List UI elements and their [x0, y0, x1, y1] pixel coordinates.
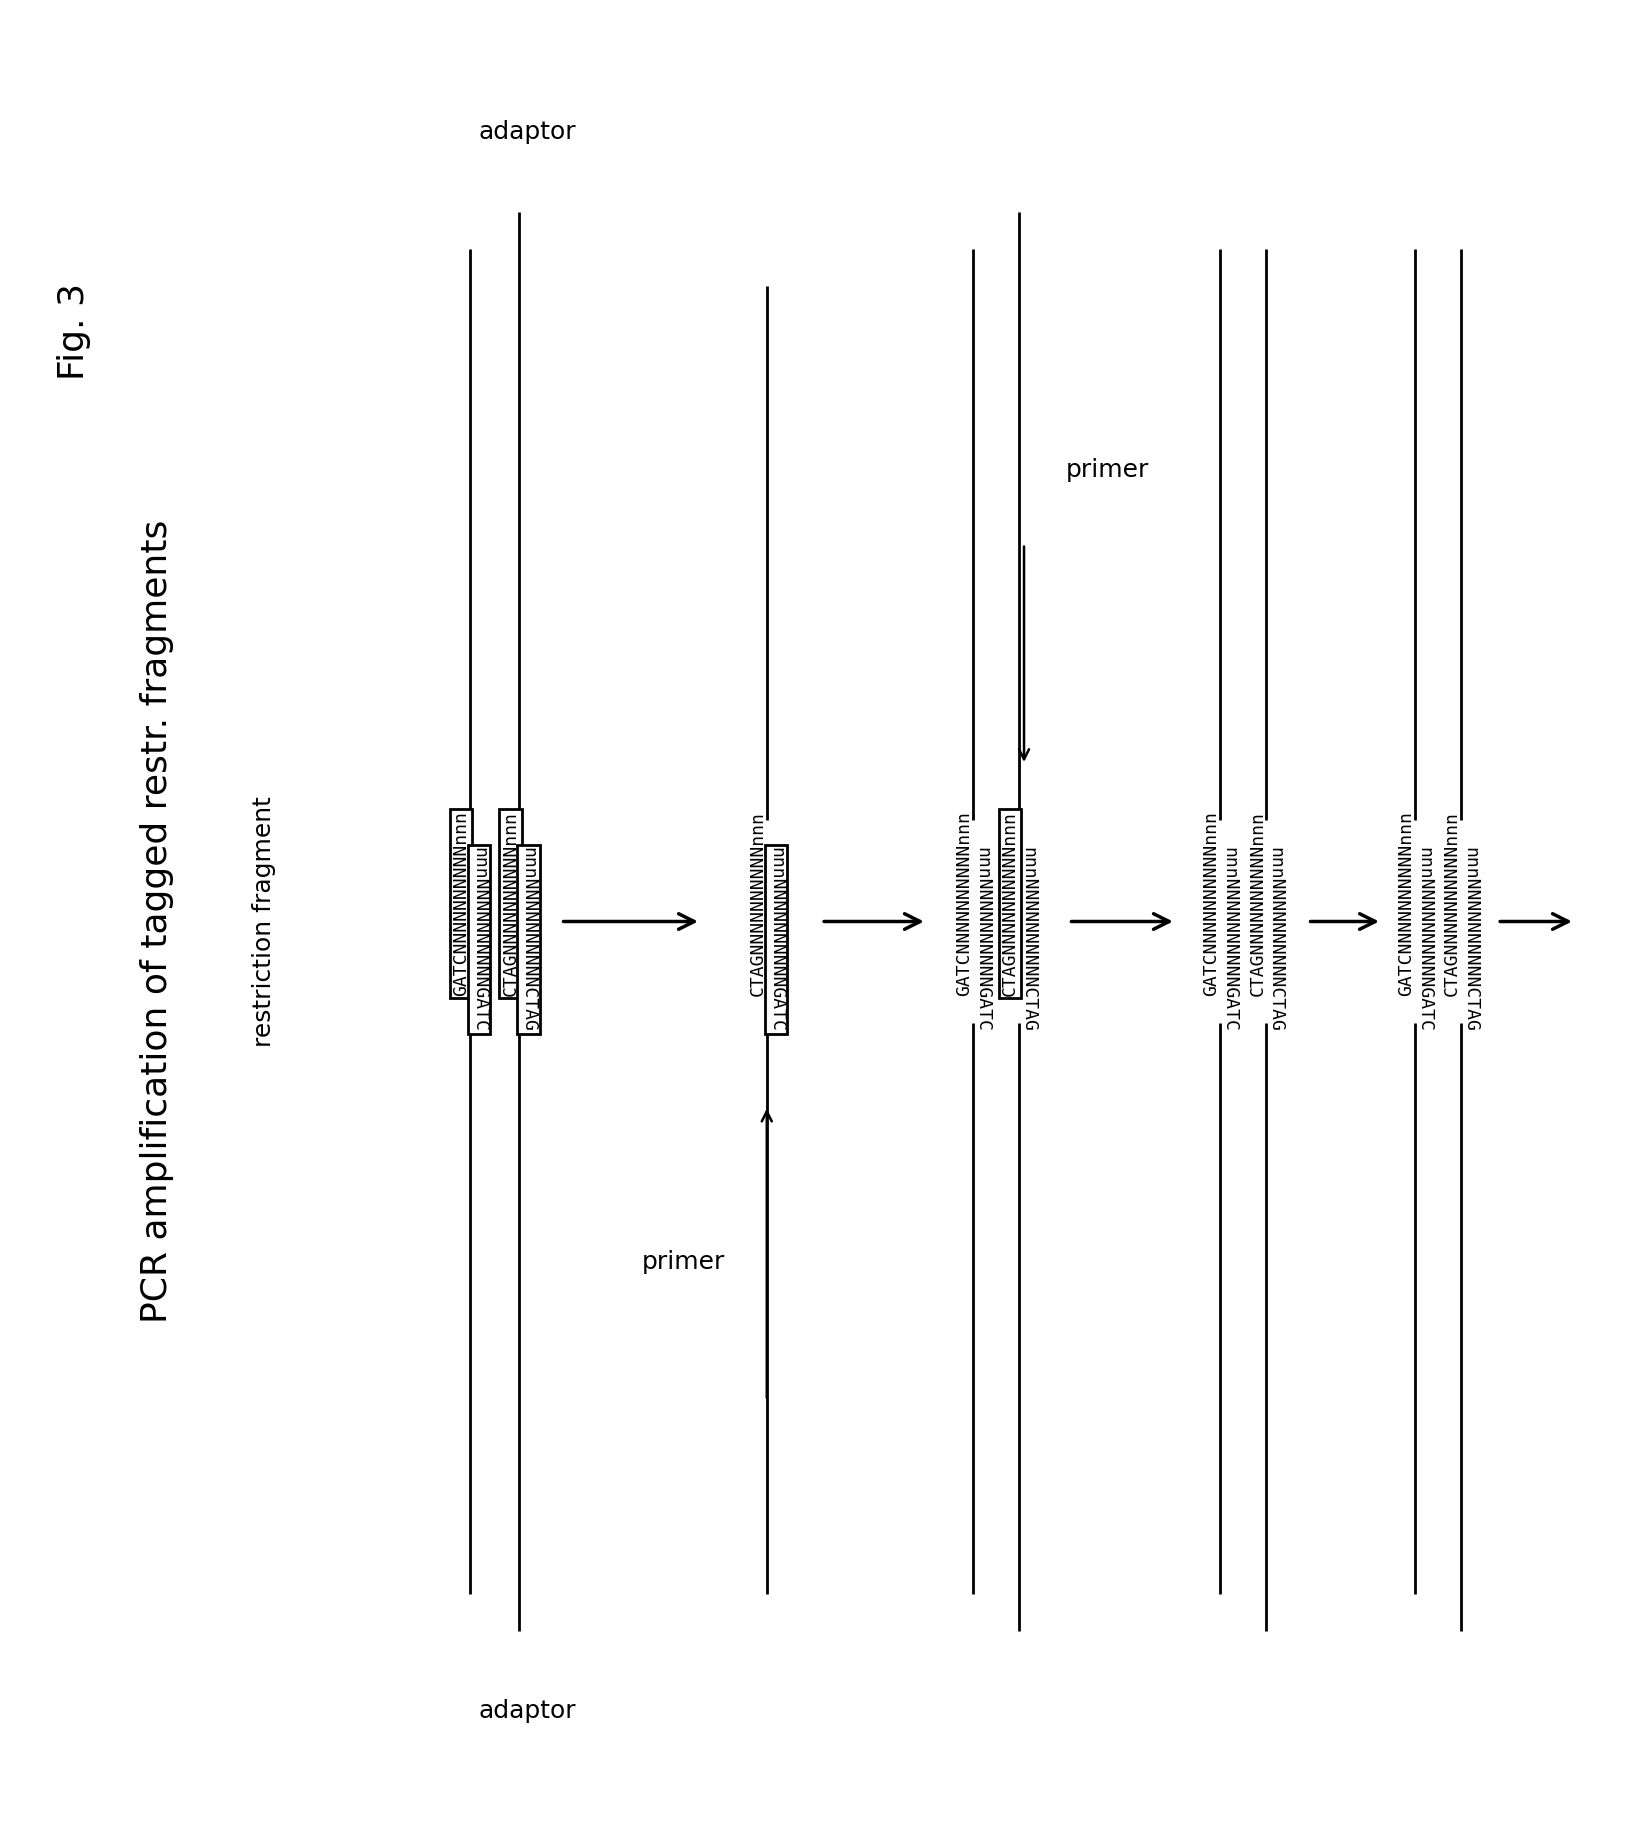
Text: nnnNNNNNNNNNNGATC: nnnNNNNNNNNNNGATC [766, 848, 784, 1032]
Text: restriction fragment: restriction fragment [252, 796, 275, 1047]
Text: CTAGNNNNNNNNNNnnn: CTAGNNNNNNNNNNnnn [748, 811, 766, 995]
Text: CTAGNNNNNNNNNNnnn: CTAGNNNNNNNNNNnnn [501, 811, 519, 995]
Text: GATCNNNNNNNNNNnnn: GATCNNNNNNNNNNnnn [1201, 811, 1220, 995]
Text: adaptor: adaptor [478, 120, 575, 144]
Text: nnnNNNNNNNNNNGATC: nnnNNNNNNNNNNGATC [1220, 848, 1238, 1032]
Text: nnnNNNNNNNNNNGATC: nnnNNNNNNNNNNGATC [972, 848, 990, 1032]
Text: nnnNNNNNNNNNNCTAG: nnnNNNNNNNNNNCTAG [1266, 848, 1284, 1032]
Text: CTAGNNNNNNNNNNnnn: CTAGNNNNNNNNNNnnn [1442, 811, 1460, 995]
Text: GATCNNNNNNNNNNnnn: GATCNNNNNNNNNNnnn [452, 811, 470, 995]
Text: nnnNNNNNNNNNNGATC: nnnNNNNNNNNNNGATC [470, 848, 488, 1032]
Text: primer: primer [1065, 457, 1149, 483]
Text: CTAGNNNNNNNNNNnnn: CTAGNNNNNNNNNNnnn [1248, 811, 1266, 995]
Text: primer: primer [641, 1250, 725, 1275]
Text: nnnNNNNNNNNNNCTAG: nnnNNNNNNNNNNCTAG [1018, 848, 1037, 1032]
Text: CTAGNNNNNNNNNNnnn: CTAGNNNNNNNNNNnnn [1000, 811, 1018, 995]
Text: adaptor: adaptor [478, 1699, 575, 1723]
Text: nnnNNNNNNNNNNCTAG: nnnNNNNNNNNNNCTAG [1460, 848, 1478, 1032]
Text: Fig. 3: Fig. 3 [58, 284, 91, 380]
Text: nnnNNNNNNNNNNGATC: nnnNNNNNNNNNNGATC [1414, 848, 1432, 1032]
Text: nnnNNNNNNNNNNCTAG: nnnNNNNNNNNNNCTAG [519, 848, 537, 1032]
Text: PCR amplification of tagged restr. fragments: PCR amplification of tagged restr. fragm… [140, 520, 173, 1323]
Text: GATCNNNNNNNNNNnnn: GATCNNNNNNNNNNnnn [1396, 811, 1414, 995]
Text: GATCNNNNNNNNNNnnn: GATCNNNNNNNNNNnnn [954, 811, 972, 995]
